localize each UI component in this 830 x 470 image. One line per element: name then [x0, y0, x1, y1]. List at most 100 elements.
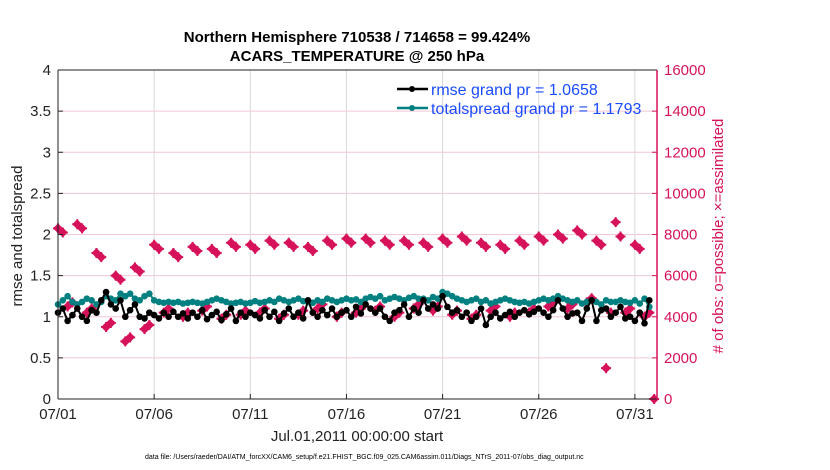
- obs-point: [596, 239, 607, 250]
- obs-point: [610, 217, 621, 228]
- obs-assimilated-marker: [403, 239, 414, 250]
- y-tick-label: 2: [43, 227, 51, 244]
- y-axis-right-label: # of obs: o=possible; ×=assimilated: [710, 119, 727, 354]
- rmse-point: [439, 292, 446, 300]
- obs-point: [230, 241, 241, 252]
- rmse-point: [347, 313, 355, 321]
- rmse-point: [174, 313, 182, 321]
- rmse-point: [472, 313, 480, 321]
- obs-assimilated-marker: [480, 241, 491, 252]
- obs-assimilated-marker: [250, 243, 261, 254]
- x-tick-label: 07/21: [424, 406, 462, 423]
- rmse-point: [73, 305, 81, 312]
- rmse-point: [511, 313, 519, 321]
- rmse-point: [564, 313, 571, 321]
- rmse-point: [357, 310, 365, 317]
- rmse-point: [492, 309, 499, 316]
- footnote: data file: /Users/raeder/DAI/ATM_forcXX/…: [145, 454, 584, 461]
- rmse-point: [155, 315, 163, 322]
- rmse-point: [271, 308, 278, 316]
- legend-rmse: rmse grand pr = 1.0658: [431, 82, 598, 99]
- obs-point: [384, 239, 395, 250]
- rmse-point: [285, 305, 293, 312]
- obs-assimilated-marker: [211, 248, 222, 259]
- totalspread-point: [271, 298, 278, 306]
- rmse-point: [64, 317, 71, 325]
- data-marks: [53, 217, 660, 404]
- obs-assimilated-marker: [610, 217, 621, 228]
- legend-marker-rmse: [409, 86, 415, 92]
- obs-assimilated-marker: [557, 233, 568, 244]
- rmse-point: [573, 309, 581, 316]
- rmse-point: [83, 317, 91, 325]
- rmse-point: [602, 305, 610, 312]
- rmse-point: [468, 317, 475, 325]
- rmse-point: [458, 313, 466, 321]
- obs-point: [615, 231, 626, 242]
- obs-point: [577, 229, 588, 240]
- totalspread-point: [636, 300, 644, 307]
- y-right-tick-label: 2000: [664, 350, 697, 367]
- obs-assimilated-marker: [365, 237, 376, 248]
- rmse-point: [107, 301, 115, 308]
- totalspread-point: [607, 298, 615, 306]
- rmse-point: [545, 313, 552, 321]
- totalspread-point: [573, 297, 581, 304]
- totalspread-point: [482, 297, 490, 304]
- rmse-point: [477, 305, 485, 312]
- obs-assimilated-marker: [615, 231, 626, 242]
- obs-assimilated-marker: [384, 239, 395, 250]
- rmse-point: [102, 288, 110, 296]
- obs-assimilated-marker: [601, 363, 612, 374]
- obs-point: [365, 237, 376, 248]
- rmse-point: [434, 305, 442, 312]
- obs-assimilated-marker: [96, 252, 107, 263]
- rmse-point: [583, 305, 591, 312]
- rmse-point: [198, 306, 206, 314]
- totalspread-point: [146, 290, 153, 298]
- obs-assimilated-marker: [192, 245, 203, 256]
- rmse-point: [189, 309, 196, 316]
- totalspread-point: [112, 297, 119, 304]
- obs-assimilated-marker: [538, 235, 549, 246]
- rmse-point: [150, 311, 158, 319]
- x-tick-label: 07/26: [520, 406, 558, 423]
- obs-point: [307, 245, 318, 256]
- obs-point: [423, 241, 434, 252]
- rmse-point: [261, 306, 269, 314]
- obs-point: [269, 239, 280, 250]
- rmse-point: [549, 306, 557, 314]
- obs-assimilated-marker: [307, 245, 318, 256]
- obs-assimilated-marker: [577, 229, 588, 240]
- rmse-point: [535, 305, 543, 312]
- rmse-point: [444, 303, 451, 311]
- y-tick-label: 3: [43, 144, 51, 161]
- obs-point: [557, 233, 568, 244]
- obs-point: [480, 241, 491, 252]
- rmse-point: [607, 313, 615, 321]
- rmse-point: [343, 306, 350, 314]
- rmse-point: [429, 301, 437, 308]
- rmse-point: [646, 297, 653, 304]
- obs-point: [77, 223, 88, 234]
- rmse-point: [319, 306, 326, 314]
- obs-point: [403, 239, 414, 250]
- obs-point: [500, 243, 511, 254]
- rmse-point: [93, 309, 100, 316]
- obs-point: [192, 245, 203, 256]
- rmse-point: [170, 308, 177, 316]
- totalspread-point: [631, 297, 639, 304]
- rmse-point: [612, 309, 619, 316]
- y-tick-label: 4: [43, 62, 51, 79]
- x-tick-label: 07/06: [135, 406, 173, 423]
- rmse-point: [256, 315, 264, 322]
- x-tick-label: 07/11: [232, 406, 268, 423]
- rmse-point: [280, 310, 288, 317]
- obs-point: [134, 266, 145, 277]
- y-right-tick-label: 6000: [664, 268, 697, 285]
- rmse-point: [184, 315, 192, 322]
- chart-title: Northern Hemisphere 710538 / 714658 = 99…: [184, 29, 530, 46]
- rmse-point: [496, 315, 504, 322]
- rmse-point: [333, 313, 341, 321]
- obs-assimilated-marker: [346, 237, 357, 248]
